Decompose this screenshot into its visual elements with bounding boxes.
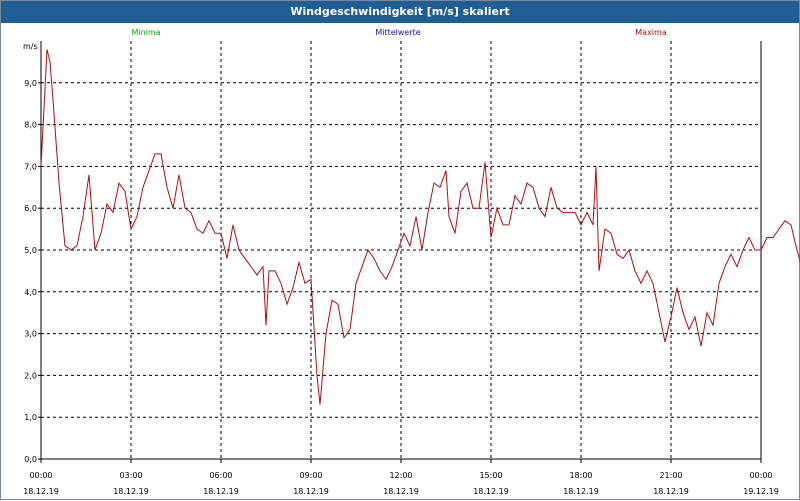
- x-tick-date-label: 18.12.19: [203, 487, 239, 496]
- x-tick-date-label: 18.12.19: [473, 487, 509, 496]
- x-tick-time-label: 21:00: [659, 471, 682, 480]
- x-tick-date-label: 19.12.19: [743, 487, 779, 496]
- x-tick-time-label: 03:00: [119, 471, 142, 480]
- legend-label: Mittelwerte: [375, 28, 420, 37]
- y-tick-label: 7,0: [24, 162, 37, 171]
- x-tick-time-label: 15:00: [479, 471, 502, 480]
- series-line-maxima: [40, 49, 800, 405]
- y-tick-label: 5,0: [24, 246, 37, 255]
- x-tick-date-label: 18.12.19: [23, 487, 59, 496]
- x-tick-time-label: 12:00: [389, 471, 412, 480]
- y-tick-label: 4,0: [24, 288, 37, 297]
- y-tick-label: 8,0: [24, 121, 37, 130]
- y-tick-label: 6,0: [24, 204, 37, 213]
- window-title: Windgeschwindigkeit [m/s] skaliert: [1, 1, 799, 23]
- legend-label: Maxima: [635, 28, 667, 37]
- x-tick-date-label: 18.12.19: [653, 487, 689, 496]
- x-tick-time-label: 00:00: [749, 471, 772, 480]
- y-tick-label: 1,0: [24, 413, 37, 422]
- y-tick-label: 0,0: [24, 455, 37, 464]
- y-tick-label: 3,0: [24, 330, 37, 339]
- x-tick-time-label: 00:00: [29, 471, 52, 480]
- x-tick-time-label: 06:00: [209, 471, 232, 480]
- x-tick-date-label: 18.12.19: [113, 487, 149, 496]
- y-unit-label: m/s: [23, 42, 38, 51]
- x-tick-date-label: 18.12.19: [563, 487, 599, 496]
- y-tick-label: 9,0: [24, 79, 37, 88]
- x-tick-time-label: 18:00: [569, 471, 592, 480]
- legend-label: Minima: [131, 28, 160, 37]
- y-tick-label: 2,0: [24, 371, 37, 380]
- x-tick-date-label: 18.12.19: [293, 487, 329, 496]
- x-tick-time-label: 09:00: [299, 471, 322, 480]
- x-tick-date-label: 18.12.19: [383, 487, 419, 496]
